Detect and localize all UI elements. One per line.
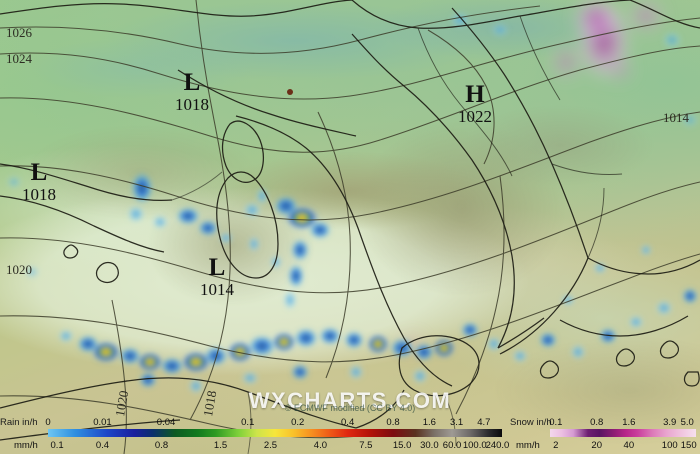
snow-tick-inch: 0.1 (549, 417, 563, 428)
snow-tick-inch: 1.6 (622, 417, 636, 428)
snow-precip-group (400, 0, 664, 353)
rain-tick-mm: 30.0 (420, 440, 439, 451)
snow-inch-ticks: 0.1 0.8 1.6 3.9 5.0 (549, 417, 696, 430)
snow-color-scale (550, 429, 696, 437)
rain-tick-mm: 7.5 (359, 440, 373, 451)
snow-tick-mm: 2 (553, 440, 559, 451)
rain-tick-inch: 0.01 (93, 417, 112, 428)
rain-tick-mm: 0.8 (154, 440, 169, 451)
rain-tick-inch: 3.1 (449, 417, 464, 428)
rain-tick-inch: 0.04 (156, 417, 176, 428)
snow-mm-ticks: 2 20 40 100 150 (550, 440, 696, 453)
rain-tick-mm: 1.5 (213, 440, 228, 451)
rain-units-label: mm/h (14, 440, 38, 451)
rain-tick-inch: 1.6 (422, 417, 436, 428)
rain-tick-mm: 240.0 (485, 440, 510, 451)
rain-tick-mm: 0.4 (95, 440, 110, 451)
rain-mm-ticks: 0.1 0.4 0.8 1.5 2.5 4.0 7.5 15.0 30.0 60.0 100.0 24… (48, 440, 509, 453)
rain-tick-mm: 60.0 (442, 440, 462, 451)
rain-inch-ticks: 0 0.01 0.04 0.1 0.2 0.4 0.8 1.6 3.1 4.7 (45, 417, 502, 430)
rain-tick-inch: 0 (45, 417, 51, 428)
snow-units-label: mm/h (516, 440, 540, 451)
rain-tick-mm: 0.1 (50, 440, 64, 451)
rain-tick-mm: 2.5 (263, 440, 278, 451)
snow-tick-mm: 100 (661, 440, 678, 451)
legend-bar: Rain in/h 0 0.01 0.04 0.1 0.2 0.4 0.8 1.6 3.1 4.7… (0, 415, 700, 454)
rain-legend-title: Rain in/h (0, 417, 38, 428)
snow-legend-title: Snow in/h (510, 417, 552, 428)
snow-tick-inch: 5.0 (680, 417, 694, 428)
snow-tick-mm: 40 (623, 440, 635, 451)
rain-tick-mm: 4.0 (313, 440, 327, 451)
rain-tick-inch: 0.4 (341, 417, 355, 428)
rain-precip-group (6, 12, 699, 394)
rain-tick-inch: 4.7 (477, 417, 491, 428)
rain-tick-inch: 0.1 (241, 417, 255, 428)
snow-tick-mm: 150 (680, 440, 697, 451)
snow-tick-mm: 20 (591, 440, 603, 451)
snow-tick-inch: 0.8 (590, 417, 604, 428)
city-marker-dot (287, 89, 293, 95)
rain-tick-mm: 100.0 (462, 440, 487, 451)
rain-tick-mm: 15.0 (392, 440, 412, 451)
snow-legend: Snow in/h 0.1 0.8 1.6 3.9 5.0 mm/h 2 20 40 100 1… (510, 415, 700, 454)
rain-legend: Rain in/h 0 0.01 0.04 0.1 0.2 0.4 0.8 1.6 3.1 4.7… (0, 415, 510, 454)
snow-tick-inch: 3.9 (663, 417, 677, 428)
rain-color-scale (48, 429, 502, 437)
rain-tick-inch: 0.8 (386, 417, 400, 428)
rain-tick-inch: 0.2 (291, 417, 305, 428)
